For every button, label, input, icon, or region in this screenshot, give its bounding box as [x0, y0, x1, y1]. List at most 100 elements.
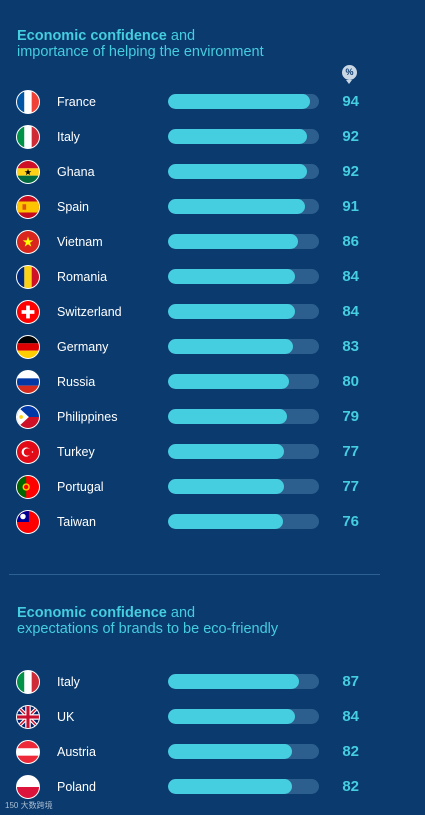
bar-austria	[168, 744, 292, 759]
data-label: 86	[342, 233, 359, 250]
category-label: France	[57, 95, 96, 109]
bar-track	[168, 339, 319, 354]
bar-romania	[168, 269, 295, 284]
category-label: Russia	[57, 375, 96, 389]
romania-flag-icon	[16, 265, 40, 289]
bar-italy	[168, 129, 307, 144]
data-label: 84	[342, 303, 359, 320]
bar-row-romania: Romania 84	[0, 263, 425, 293]
bar-row-turkey: Turkey 77	[0, 438, 425, 468]
category-label: Turkey	[57, 445, 95, 459]
bar-ghana	[168, 164, 307, 179]
bar-spain	[168, 199, 306, 214]
bar-track	[168, 444, 319, 459]
data-label: 83	[342, 338, 359, 355]
category-label: Vietnam	[57, 235, 103, 249]
bar-track	[168, 779, 319, 794]
bar-row-uk: UK 84	[0, 703, 425, 733]
bar-russia	[168, 374, 289, 389]
bar-row-austria: Austria 82	[0, 738, 425, 768]
chart-2-title-bold: Economic confidence	[17, 605, 167, 621]
bar-turkey	[168, 444, 285, 459]
portugal-flag-icon	[16, 475, 40, 499]
bar-track	[168, 409, 319, 424]
category-label: UK	[57, 710, 75, 724]
ghana-flag-icon	[16, 160, 40, 184]
chart-1-subtitle: importance of helping the environment	[17, 44, 264, 60]
bar-row-italy: Italy 92	[0, 123, 425, 153]
bar-track	[168, 514, 319, 529]
switzerland-flag-icon	[16, 300, 40, 324]
bar-row-poland: Poland 82	[0, 773, 425, 803]
bar-track	[168, 304, 319, 319]
bar-portugal	[168, 479, 285, 494]
bar-track	[168, 674, 319, 689]
bar-poland	[168, 779, 292, 794]
bar-row-russia: Russia 80	[0, 368, 425, 398]
category-label: Ghana	[57, 165, 95, 179]
watermark: 150 大数跨境	[5, 801, 53, 810]
category-label: Italy	[57, 675, 80, 689]
category-label: Germany	[57, 340, 109, 354]
bar-row-ghana: Ghana 92	[0, 158, 425, 188]
bar-row-france: France 94	[0, 88, 425, 118]
bar-taiwan	[168, 514, 283, 529]
data-label: 80	[342, 373, 359, 390]
bar-italy	[168, 674, 300, 689]
data-label: 82	[342, 778, 359, 795]
bar-track	[168, 709, 319, 724]
bar-track	[168, 199, 319, 214]
category-label: Poland	[57, 780, 96, 794]
bar-row-germany: Germany 83	[0, 333, 425, 363]
bar-row-vietnam: Vietnam 86	[0, 228, 425, 258]
category-label: Philippines	[57, 410, 118, 424]
data-label: 92	[342, 128, 359, 145]
category-label: Austria	[57, 745, 96, 759]
bar-track	[168, 164, 319, 179]
bar-row-italy: Italy 87	[0, 668, 425, 698]
uk-flag-icon	[16, 705, 40, 729]
bar-france	[168, 94, 310, 109]
bar-germany	[168, 339, 294, 354]
bar-uk	[168, 709, 295, 724]
category-label: Romania	[57, 270, 108, 284]
bar-row-switzerland: Switzerland 84	[0, 298, 425, 328]
data-label: 82	[342, 743, 359, 760]
turkey-flag-icon	[16, 440, 40, 464]
chart-1-title: Economic confidence and importance of hel…	[17, 28, 264, 60]
bar-row-portugal: Portugal 77	[0, 473, 425, 503]
bar-track	[168, 744, 319, 759]
bar-track	[168, 94, 319, 109]
bar-row-taiwan: Taiwan 76	[0, 508, 425, 538]
italy-flag-icon	[16, 670, 40, 694]
bar-track	[168, 374, 319, 389]
category-label: Portugal	[57, 480, 104, 494]
bar-track	[168, 479, 319, 494]
bar-philippines	[168, 409, 288, 424]
italy-flag-icon	[16, 125, 40, 149]
data-label: 76	[342, 513, 359, 530]
category-label: Italy	[57, 130, 80, 144]
bar-vietnam	[168, 234, 298, 249]
chart-1-title-bold: Economic confidence	[17, 28, 167, 44]
data-label: 84	[342, 708, 359, 725]
data-label: 94	[342, 93, 359, 110]
bar-row-spain: Spain 91	[0, 193, 425, 223]
vietnam-flag-icon	[16, 230, 40, 254]
austria-flag-icon	[16, 740, 40, 764]
germany-flag-icon	[16, 335, 40, 359]
chart-2-title-rest: and	[166, 605, 196, 621]
chart-2-subtitle: expectations of brands to be eco-friendl…	[17, 621, 279, 637]
data-label: 77	[342, 443, 359, 460]
france-flag-icon	[16, 90, 40, 114]
bar-switzerland	[168, 304, 295, 319]
russia-flag-icon	[16, 370, 40, 394]
data-label: 92	[342, 163, 359, 180]
bar-track	[168, 234, 319, 249]
philippines-flag-icon	[16, 405, 40, 429]
category-label: Switzerland	[57, 305, 122, 319]
chart-1-title-rest: and	[166, 28, 196, 44]
poland-flag-icon	[16, 775, 40, 799]
category-label: Taiwan	[57, 515, 96, 529]
data-label: 84	[342, 268, 359, 285]
